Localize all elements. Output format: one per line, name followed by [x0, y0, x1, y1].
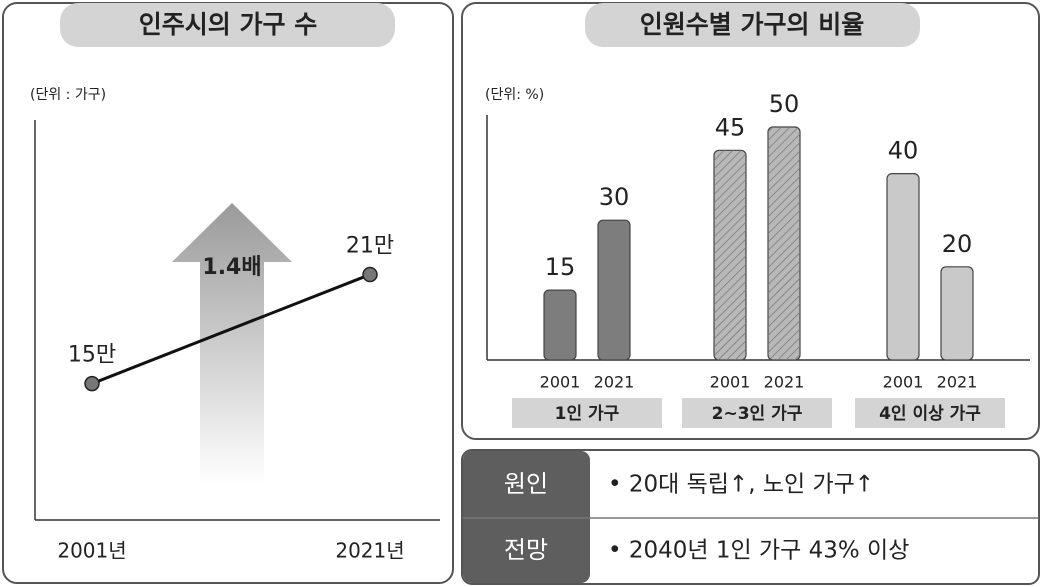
row-head: 전망 [504, 536, 548, 564]
bar-hatch [768, 127, 800, 360]
growth-arrow [172, 203, 292, 485]
category-box [682, 398, 832, 428]
data-label: 15 [545, 253, 576, 281]
data-point [84, 375, 100, 392]
data-label: 30 [599, 183, 630, 211]
row-text: • 2040년 1인 가구 43% 이상 [608, 538, 909, 564]
table-head-column [463, 451, 590, 583]
bar [886, 173, 920, 361]
category-box [855, 398, 1005, 428]
data-label: 45 [715, 113, 746, 141]
series-label: 2021 [594, 373, 635, 392]
series-label: 2001 [710, 373, 751, 392]
bar-hatch [714, 150, 746, 360]
x-tick-label: 2001년 [57, 539, 126, 563]
data-label: 21만 [346, 234, 394, 259]
data-line [91, 273, 371, 386]
data-point [362, 266, 378, 283]
series-label: 2021 [764, 373, 805, 392]
data-label: 50 [769, 90, 800, 118]
series-label: 2001 [540, 373, 581, 392]
series-label: 2021 [937, 373, 978, 392]
annotation: 1.4배 [202, 255, 261, 280]
bar [543, 289, 577, 361]
x-tick-label: 2~3인 가구 [712, 404, 803, 424]
table-panel [461, 449, 1040, 585]
category-box [512, 398, 662, 428]
bar [940, 266, 974, 361]
x-tick-label: 2021년 [335, 539, 404, 563]
x-tick-label: 4인 이상 가구 [879, 404, 981, 424]
chart-title: 인원수별 가구의 비율 [640, 10, 864, 39]
data-label: 20 [942, 230, 973, 258]
unit-label: (단위: %) [485, 87, 544, 103]
row-head: 원인 [504, 470, 548, 498]
title-pill [585, 3, 920, 47]
title-pill [60, 3, 395, 47]
chart-title: 인주시의 가구 수 [139, 10, 317, 39]
x-tick-label: 1인 가구 [555, 404, 620, 424]
data-label: 40 [888, 137, 919, 165]
data-label: 15만 [68, 343, 116, 368]
row-text: • 20대 독립↑, 노인 가구↑ [608, 472, 874, 498]
series-label: 2001 [883, 373, 924, 392]
unit-label: (단위 : 가구) [30, 87, 106, 103]
bar [597, 219, 631, 361]
